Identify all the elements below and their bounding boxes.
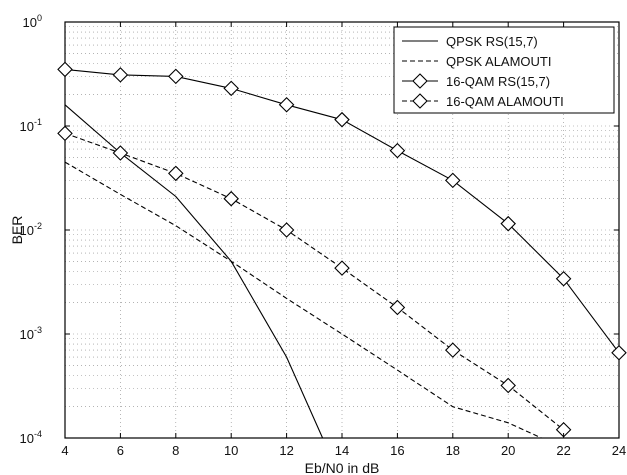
- data-point-diamond: [611, 344, 627, 361]
- legend-marker-diamond: [412, 73, 428, 89]
- x-tick-label: 14: [335, 443, 349, 458]
- legend-label: 16-QAM RS(15,7): [446, 74, 550, 89]
- data-point-diamond: [555, 270, 572, 287]
- x-tick-label: 10: [224, 443, 238, 458]
- y-tick-label: 10-2: [20, 221, 42, 238]
- legend-label: 16-QAM ALAMOUTI: [446, 94, 564, 109]
- series-layer: [57, 61, 627, 439]
- y-axis-ticks: 100 10-1 10-2 10-3 10-4: [20, 13, 619, 446]
- legend: QPSK RS(15,7) QPSK ALAMOUTI 16-QAM RS(15,7…: [393, 26, 615, 114]
- x-axis-label: Eb/N0 in dB: [305, 460, 380, 475]
- data-point-diamond: [223, 80, 239, 97]
- data-point-diamond: [389, 299, 406, 316]
- x-tick-label: 16: [390, 443, 404, 458]
- x-tick-label: 20: [501, 443, 515, 458]
- legend-label: QPSK RS(15,7): [446, 34, 538, 49]
- x-tick-label: 24: [612, 443, 626, 458]
- data-point-diamond: [445, 342, 461, 358]
- data-point-diamond: [168, 165, 184, 182]
- data-point-diamond: [278, 96, 295, 113]
- y-tick-label: 10-1: [20, 117, 42, 134]
- x-tick-label: 4: [61, 443, 68, 458]
- series-2: [57, 61, 627, 361]
- y-tick-label: 10-4: [20, 429, 42, 446]
- data-point-diamond: [57, 125, 73, 142]
- data-point-diamond: [168, 68, 184, 85]
- data-point-diamond: [57, 61, 73, 78]
- data-point-diamond: [500, 377, 516, 394]
- series-line: [64, 161, 542, 439]
- x-tick-label: 22: [556, 443, 570, 458]
- x-tick-label: 8: [172, 443, 179, 458]
- legend-label: QPSK ALAMOUTI: [446, 54, 551, 69]
- x-tick-label: 18: [446, 443, 460, 458]
- series-line: [64, 104, 324, 439]
- data-point-diamond: [445, 172, 461, 189]
- series-0: [64, 104, 324, 439]
- data-point-diamond: [389, 142, 406, 159]
- data-point-diamond: [334, 260, 350, 276]
- x-axis-ticks: 4 6 8 10 12 14 16 18 20 22 24: [61, 22, 626, 458]
- y-tick-label: 100: [23, 13, 42, 30]
- data-point-diamond: [278, 222, 295, 238]
- x-tick-label: 12: [279, 443, 293, 458]
- legend-marker-diamond: [412, 93, 428, 109]
- data-point-diamond: [112, 67, 129, 83]
- x-tick-label: 6: [117, 443, 124, 458]
- data-point-diamond: [334, 111, 350, 128]
- data-point-diamond: [223, 190, 239, 207]
- series-line: [64, 132, 564, 431]
- data-point-diamond: [500, 215, 516, 232]
- series-3: [57, 125, 572, 438]
- series-1: [64, 161, 542, 439]
- y-axis-label: BER: [9, 216, 25, 245]
- data-point-diamond: [112, 145, 129, 161]
- y-tick-label: 10-3: [20, 325, 42, 342]
